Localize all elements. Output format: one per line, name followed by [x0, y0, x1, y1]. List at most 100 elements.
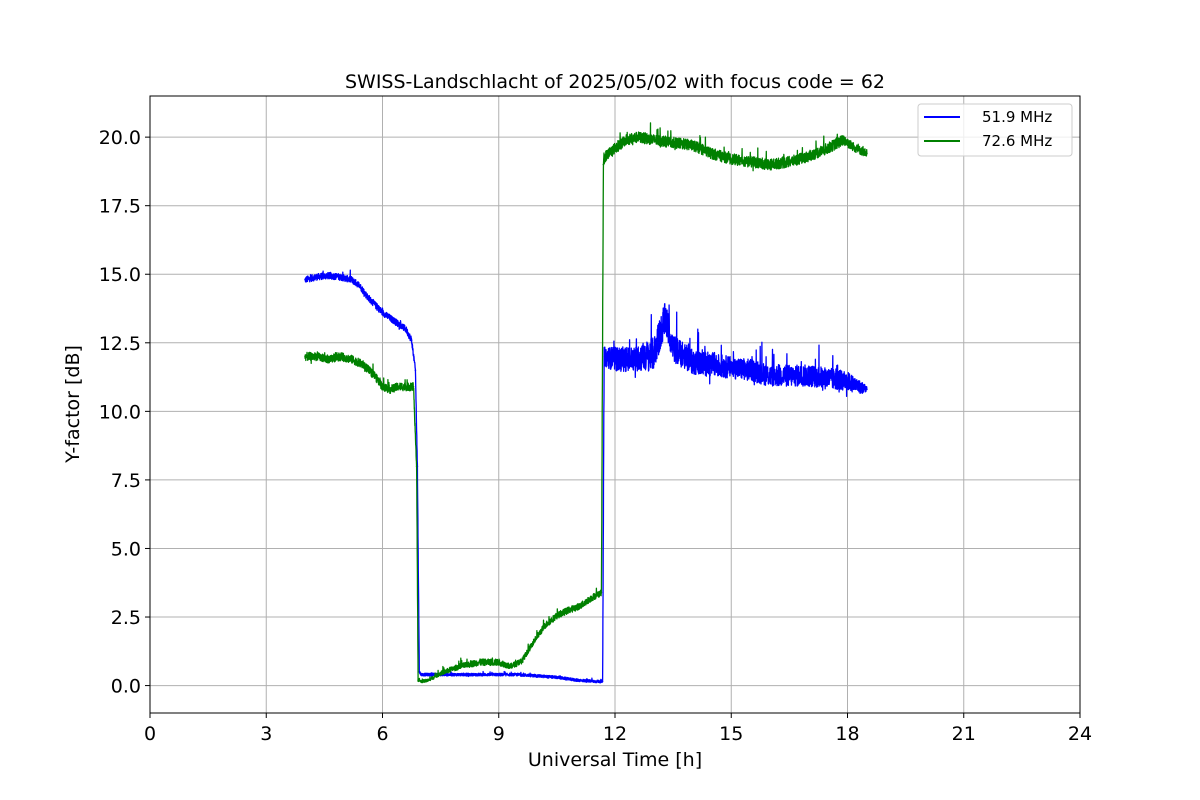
data-point: [362, 363, 364, 366]
data-point: [397, 322, 399, 325]
data-point: [374, 303, 376, 306]
data-point: [556, 676, 558, 679]
data-point: [304, 278, 306, 281]
data-point: [418, 671, 421, 673]
x-tick-label: 15: [719, 723, 743, 745]
data-point: [842, 139, 845, 141]
data-point: [614, 358, 616, 361]
data-point: [428, 679, 430, 681]
x-tick-label: 9: [493, 723, 505, 745]
data-point: [711, 152, 713, 155]
data-point: [397, 385, 399, 388]
data-point: [672, 141, 674, 144]
data-point: [315, 276, 318, 278]
data-point: [653, 139, 655, 141]
data-point: [788, 374, 791, 377]
data-point: [579, 605, 581, 607]
y-tick-label: 2.5: [111, 607, 141, 629]
data-point: [808, 374, 810, 377]
data-point: [374, 374, 376, 377]
x-tick-label: 3: [260, 723, 272, 745]
data-point: [420, 673, 423, 676]
data-point: [691, 144, 694, 147]
data-point: [315, 355, 318, 358]
data-point: [602, 163, 605, 166]
data-point: [498, 673, 500, 676]
y-axis-title: Y-factor [dB]: [62, 345, 84, 464]
x-tick-label: 21: [952, 723, 976, 745]
series-lines: [304, 122, 868, 684]
data-point: [866, 152, 868, 155]
x-tick-label: 24: [1068, 723, 1092, 745]
data-point: [603, 355, 605, 358]
data-point: [846, 380, 849, 383]
data-point: [415, 465, 418, 468]
y-tick-label: 15.0: [99, 264, 141, 286]
data-point: [600, 591, 603, 594]
data-point: [653, 353, 655, 355]
data-point: [749, 369, 752, 372]
data-point: [420, 680, 423, 683]
data-point: [381, 311, 384, 314]
data-point: [556, 614, 558, 617]
data-point: [711, 363, 713, 366]
data-point: [808, 155, 810, 158]
data-point: [478, 661, 481, 664]
data-point: [788, 161, 791, 163]
data-point: [381, 385, 384, 388]
data-point: [459, 673, 461, 676]
data-point: [405, 328, 407, 330]
data-point: [389, 317, 392, 319]
x-tick-label: 12: [603, 723, 627, 745]
data-point: [544, 624, 547, 626]
data-point: [412, 385, 415, 388]
data-point: [749, 161, 752, 163]
data-point: [459, 665, 461, 668]
data-point: [304, 355, 306, 358]
data-point: [664, 317, 667, 319]
y-tick-label: 7.5: [111, 470, 141, 492]
data-point: [327, 358, 330, 361]
data-point: [601, 680, 604, 683]
data-point: [567, 609, 570, 611]
y-tick-label: 17.5: [99, 196, 141, 218]
data-point: [417, 679, 419, 681]
series-line-1: [304, 122, 868, 684]
series-line-0: [304, 269, 868, 684]
data-point: [498, 661, 500, 664]
data-point: [637, 136, 640, 138]
data-point: [358, 284, 361, 287]
data-point: [517, 673, 519, 676]
y-tick-label: 20.0: [99, 127, 141, 149]
x-axis-title: Universal Time [h]: [528, 749, 702, 771]
legend: 51.9 MHz 72.6 MHz: [917, 103, 1073, 157]
data-point: [389, 388, 392, 391]
x-tick-label: 6: [376, 723, 388, 745]
data-point: [594, 680, 597, 683]
data-point: [439, 672, 442, 674]
data-point: [827, 377, 829, 380]
x-tick-label: 18: [835, 723, 859, 745]
y-tick-label: 5.0: [111, 538, 141, 560]
data-point: [730, 366, 733, 369]
data-point: [854, 147, 857, 149]
data-point: [509, 665, 512, 668]
legend-label: 72.6 MHz: [982, 132, 1052, 150]
data-point: [858, 385, 860, 388]
data-point: [414, 369, 417, 372]
data-point: [672, 347, 674, 350]
data-point: [827, 147, 829, 149]
data-point: [604, 155, 607, 158]
data-point: [575, 679, 578, 681]
data-point: [591, 597, 593, 599]
data-point: [339, 276, 341, 278]
y-tick-label: 10.0: [99, 401, 141, 423]
data-point: [536, 675, 539, 677]
data-point: [350, 278, 353, 281]
data-point: [410, 339, 413, 341]
data-point: [339, 355, 341, 358]
data-point: [691, 361, 694, 363]
data-point: [350, 358, 353, 361]
data-point: [866, 388, 868, 391]
